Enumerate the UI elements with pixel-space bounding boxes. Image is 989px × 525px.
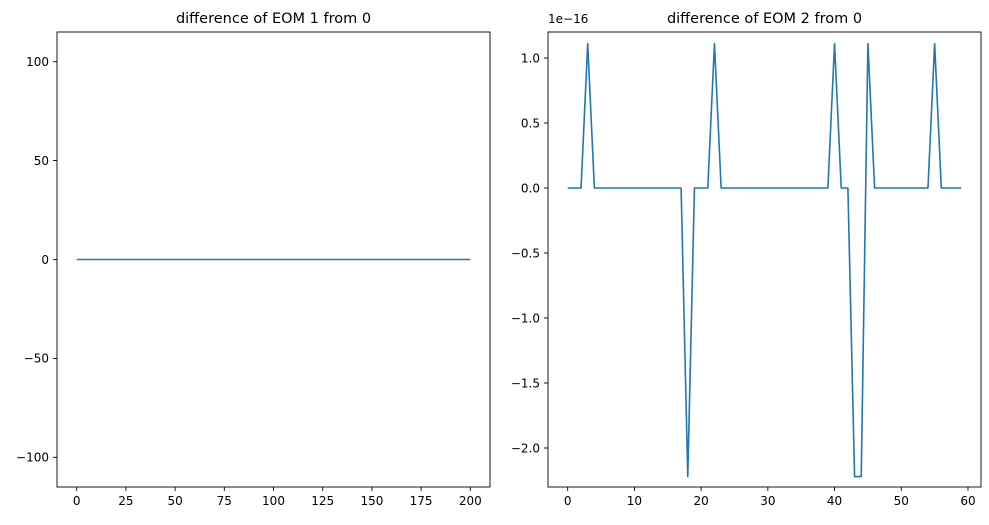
y-tick-label: −1.0 bbox=[511, 311, 540, 325]
y-tick-label: −100 bbox=[16, 451, 49, 465]
x-tick-label: 10 bbox=[627, 494, 642, 508]
x-tick-label: 25 bbox=[118, 494, 133, 508]
panel-eom1: difference of EOM 1 from 0 0 25 50 75 100 125 1… bbox=[16, 11, 491, 508]
x-tick-label: 60 bbox=[960, 494, 975, 508]
x-tick-label: 125 bbox=[311, 494, 334, 508]
x-tick-label: 50 bbox=[167, 494, 182, 508]
y-tick-label: 50 bbox=[34, 154, 49, 168]
series-line bbox=[567, 42, 962, 478]
y-tick-label: −2.0 bbox=[511, 441, 540, 455]
x-tick-label: 200 bbox=[459, 494, 482, 508]
x-tick-label: 175 bbox=[410, 494, 433, 508]
x-tick-label: 75 bbox=[217, 494, 232, 508]
x-tick-label: 0 bbox=[73, 494, 81, 508]
y-tick-label: 0.5 bbox=[521, 116, 540, 130]
y-tick-label: −50 bbox=[24, 352, 49, 366]
x-tick-label: 50 bbox=[894, 494, 909, 508]
y-tick-label: 1.0 bbox=[521, 51, 540, 65]
y-tick-label: −0.5 bbox=[511, 246, 540, 260]
x-tick-label: 150 bbox=[360, 494, 383, 508]
x-tick-label: 100 bbox=[262, 494, 285, 508]
x-tick-label: 0 bbox=[564, 494, 572, 508]
chart-title: difference of EOM 1 from 0 bbox=[176, 11, 371, 27]
x-tick-label: 30 bbox=[760, 494, 775, 508]
y-tick-label: 0.0 bbox=[521, 181, 540, 195]
x-tick-label: 20 bbox=[693, 494, 708, 508]
axes-frame bbox=[547, 31, 982, 488]
y-tick-label: 0 bbox=[41, 253, 49, 267]
y-offset-label: 1e−16 bbox=[548, 12, 588, 26]
x-tick-label: 40 bbox=[827, 494, 842, 508]
y-tick-label: −1.5 bbox=[511, 376, 540, 390]
panel-eom2: difference of EOM 2 from 0 0 10 20 30 40 50 60 1… bbox=[511, 11, 982, 508]
chart-title: difference of EOM 2 from 0 bbox=[667, 11, 862, 27]
y-tick-label: 100 bbox=[26, 55, 49, 69]
